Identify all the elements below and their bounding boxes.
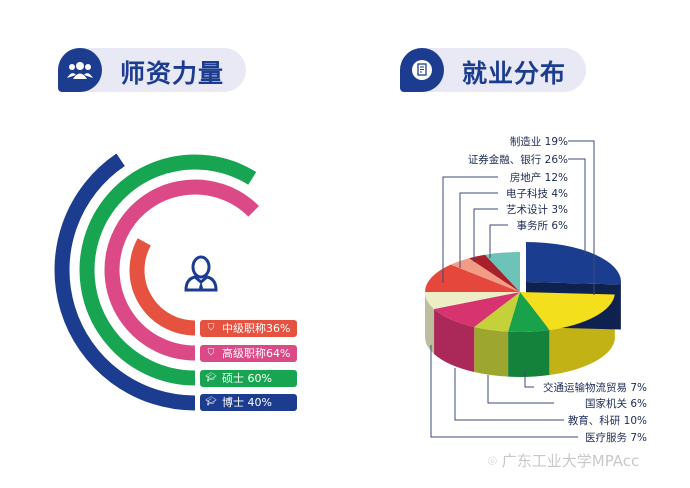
pie-slice-side (434, 309, 475, 373)
pie-slice (508, 292, 550, 332)
watermark: ⌾ 广东工业大学MPAcc (488, 450, 639, 471)
people-group-icon (58, 48, 102, 92)
pie-slice (425, 292, 520, 310)
employment-title: 就业分布 (462, 59, 567, 88)
label-master: 🎓︎ 硕士 60% (200, 370, 297, 387)
graduation-cap-icon: 🎓︎ (205, 373, 217, 383)
document-icon (400, 48, 444, 92)
graduation-cap-icon: 🎓︎ (205, 397, 217, 407)
watermark-text: 广东工业大学MPAcc (501, 452, 640, 470)
pie-slice-side (508, 330, 550, 377)
label-phd: 🎓︎ 博士 40% (200, 394, 297, 411)
person-icon (183, 255, 219, 297)
shield-icon: ⛉ (207, 323, 215, 333)
label-text: 博士 40% (222, 396, 272, 409)
leader-lines (430, 140, 595, 438)
pie-label: 证券金融、银行 26% (467, 154, 568, 166)
pie-label: 医疗服务 7% (585, 432, 647, 444)
pie-slice-side (425, 292, 435, 355)
pie-label: 房地产 12% (509, 172, 568, 184)
pie-label: 艺术设计 3% (506, 204, 568, 216)
label-senior-title: ⛉ 高级职称64% (200, 345, 297, 362)
pie-slice (485, 252, 520, 292)
shield-icon: ⛉ (207, 348, 215, 358)
faculty-header: 师资力量 (58, 48, 246, 92)
pie-slice (520, 292, 615, 331)
pie-label: 制造业 19% (509, 136, 568, 148)
ring-arc (104, 179, 259, 361)
pie-slice (526, 242, 621, 285)
pie-slice (469, 254, 520, 292)
pie-slice-side (474, 327, 509, 377)
pie-slice (474, 292, 520, 332)
ring-arc (79, 154, 257, 386)
label-mid-title: ⛉ 中级职称36% (200, 320, 297, 337)
wechat-icon: ⌾ (488, 452, 502, 470)
faculty-title: 师资力量 (120, 59, 225, 88)
label-text: 高级职称64% (222, 347, 291, 360)
pie-slice (425, 264, 520, 292)
label-text: 硕士 60% (222, 372, 272, 385)
pie-label: 教育、科研 10% (567, 415, 647, 427)
pie-label: 电子科技 4% (506, 188, 568, 200)
pie-slice (434, 292, 520, 328)
employment-header: 就业分布 (400, 48, 586, 92)
pie-slice (450, 258, 520, 292)
pie-label: 事务所 6% (516, 220, 569, 232)
label-text: 中级职称36% (222, 322, 291, 335)
pie-label: 国家机关 6% (585, 398, 647, 410)
ring-arc (129, 238, 196, 336)
ring-arc (54, 153, 196, 411)
pie-label: 交通运输物流贸易 7% (543, 382, 647, 394)
